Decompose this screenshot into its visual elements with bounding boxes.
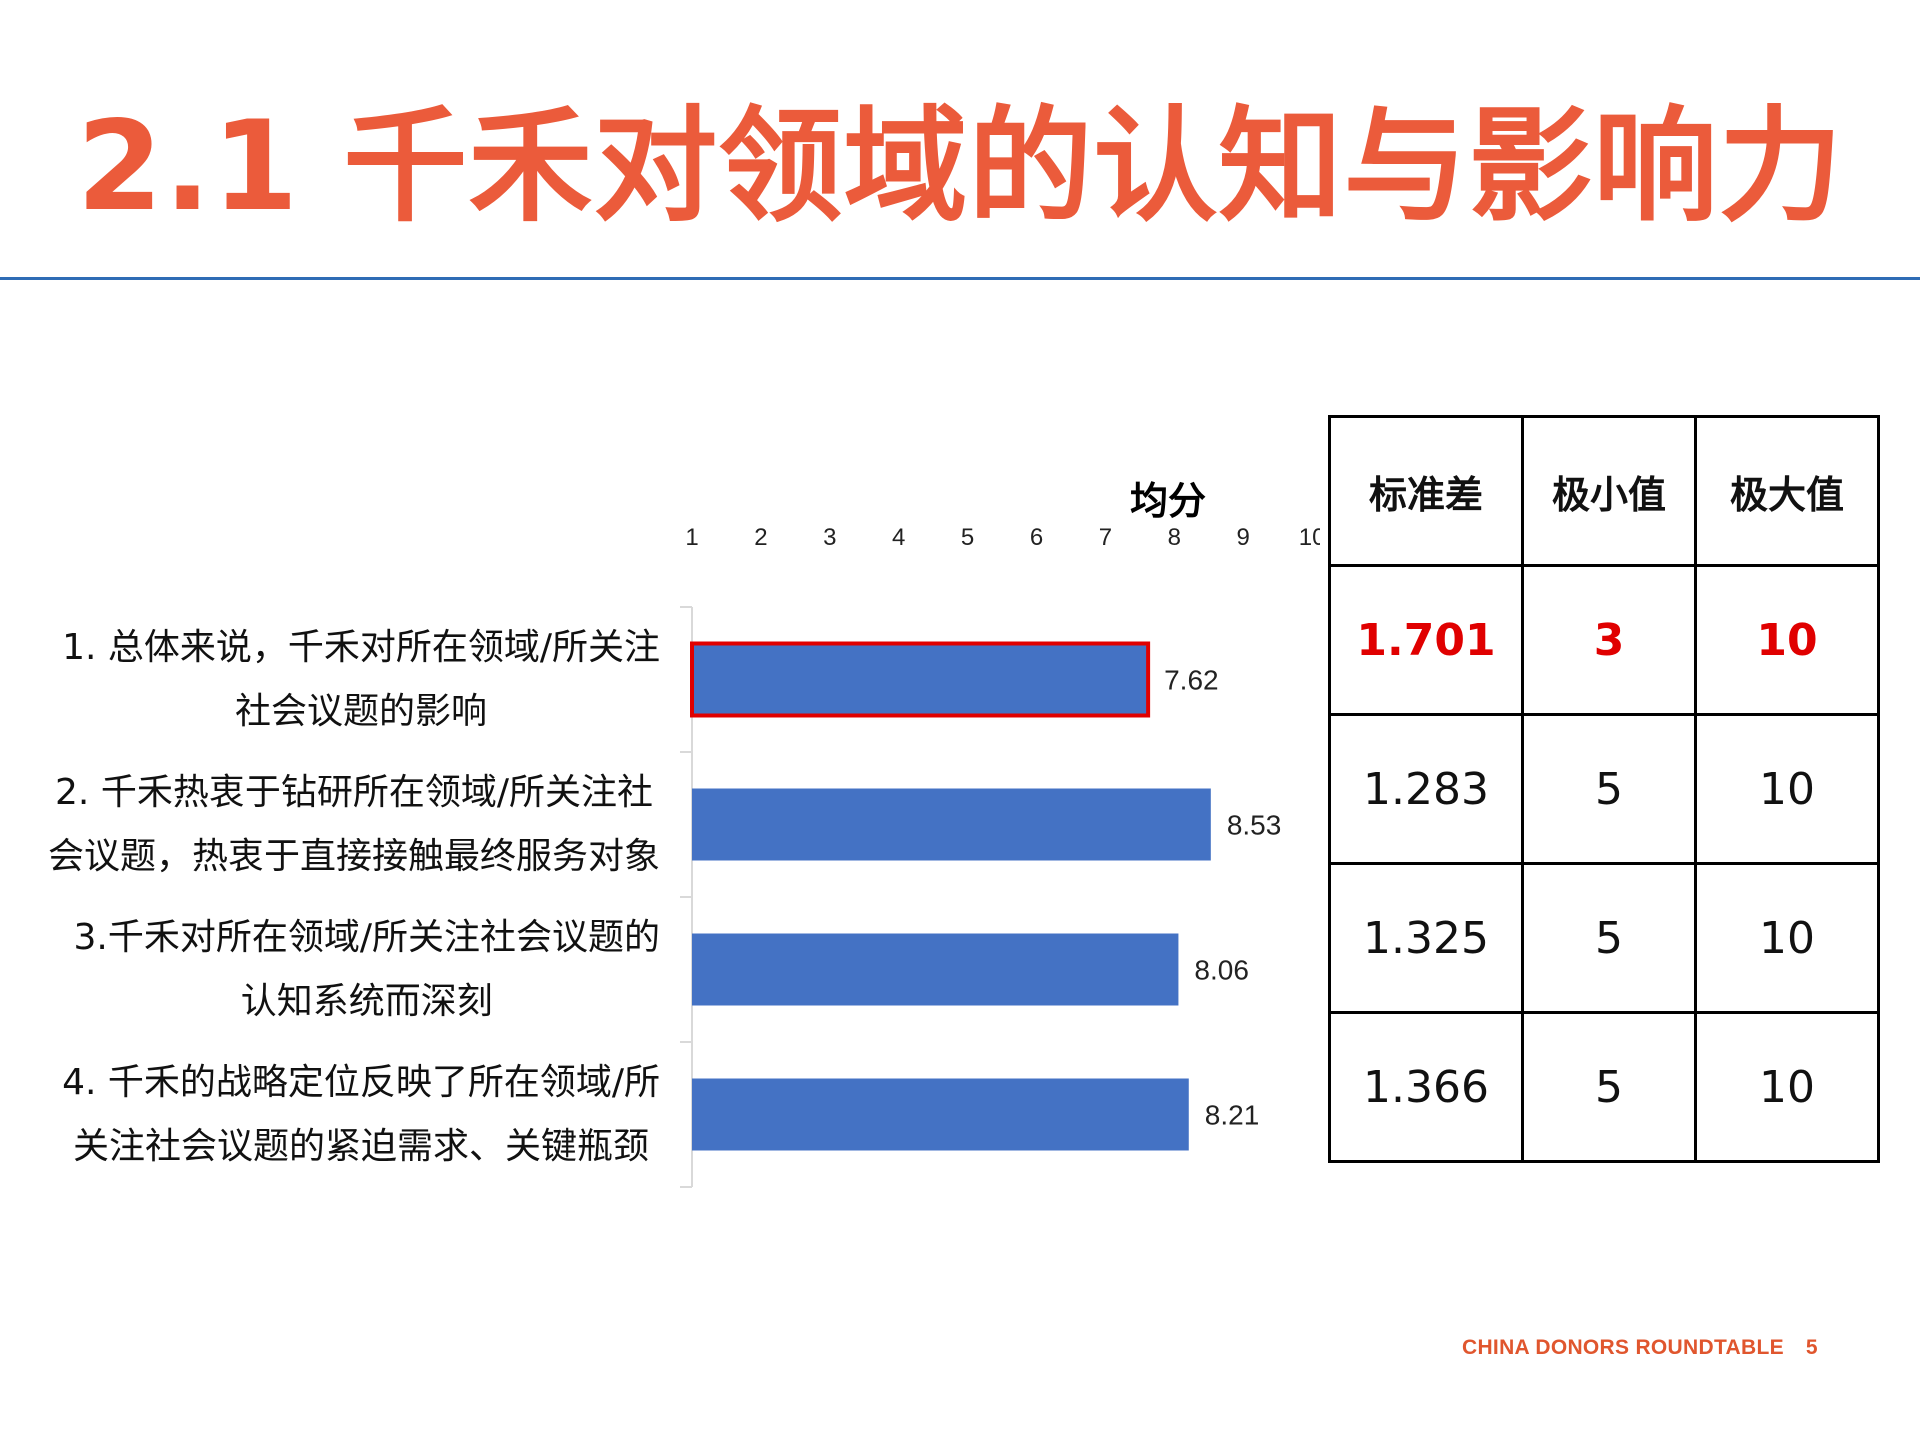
min-value: 5 <box>1521 862 1697 1014</box>
max-value: 10 <box>1694 564 1880 716</box>
x-tick-label: 5 <box>961 524 974 551</box>
category-label: 3.千禾对所在领域/所关注社会议题的 认知系统而深刻 <box>74 906 660 1034</box>
stats-row: 1.325 5 10 <box>1328 862 1880 1014</box>
min-value: 5 <box>1521 713 1697 865</box>
x-tick-label: 6 <box>1030 524 1043 551</box>
x-tick-label: 9 <box>1237 524 1250 551</box>
min-value: 3 <box>1521 564 1697 716</box>
slide-title: 2.1 千禾对领域的认知与影响力 <box>76 95 1844 239</box>
category-label-line: 1. 总体来说，千禾对所在领域/所关注 <box>62 626 660 668</box>
min-value: 5 <box>1521 1011 1697 1163</box>
footer: CHINA DONORS ROUNDTABLE 5 <box>1462 1336 1818 1360</box>
stats-row: 1.701 3 10 <box>1328 564 1880 716</box>
category-label: 2. 千禾热衷于钻研所在领域/所关注社 会议题，热衷于直接接触最终服务对象 <box>48 761 660 889</box>
bar-value-label: 7.62 <box>1164 665 1219 696</box>
x-tick-label: 4 <box>892 524 905 551</box>
stats-table: 标准差 极小值 极大值 1.701 3 10 1.283 5 10 1.325 … <box>1328 415 1880 1163</box>
category-label-line: 认知系统而深刻 <box>240 980 493 1022</box>
max-value: 10 <box>1694 862 1880 1014</box>
category-label-line: 3.千禾对所在领域/所关注社会议题的 <box>73 916 660 958</box>
title-divider <box>0 277 1920 280</box>
header-min: 极小值 <box>1521 415 1697 567</box>
header-max: 极大值 <box>1694 415 1880 567</box>
category-label-line: 社会议题的影响 <box>235 690 488 732</box>
x-tick-label: 7 <box>1099 524 1112 551</box>
page-number: 5 <box>1805 1336 1818 1359</box>
bar <box>692 788 1211 861</box>
std-value: 1.325 <box>1328 862 1524 1014</box>
stats-row: 1.366 5 10 <box>1328 1011 1880 1163</box>
x-tick-label: 3 <box>823 524 836 551</box>
std-value: 1.701 <box>1328 564 1524 716</box>
category-label-line: 2. 千禾热衷于钻研所在领域/所关注社 <box>55 771 653 813</box>
header-std: 标准差 <box>1328 415 1524 567</box>
x-tick-label: 2 <box>754 524 767 551</box>
bar-value-label: 8.21 <box>1205 1100 1260 1131</box>
category-label-line: 会议题，热衷于直接接触最终服务对象 <box>47 835 660 877</box>
bar <box>692 933 1179 1006</box>
stats-header-row: 标准差 极小值 极大值 <box>1328 415 1880 567</box>
max-value: 10 <box>1694 1011 1880 1163</box>
category-label: 1. 总体来说，千禾对所在领域/所关注 社会议题的影响 <box>62 616 660 744</box>
category-label-line: 4. 千禾的战略定位反映了所在领域/所 <box>62 1061 660 1103</box>
std-value: 1.366 <box>1328 1011 1524 1163</box>
footer-brand: CHINA DONORS ROUNDTABLE <box>1462 1336 1784 1359</box>
stats-row: 1.283 5 10 <box>1328 713 1880 865</box>
bar-value-label: 8.53 <box>1227 810 1282 841</box>
category-label-line: 关注社会议题的紧迫需求、关键瓶颈 <box>73 1125 650 1167</box>
std-value: 1.283 <box>1328 713 1524 865</box>
category-label: 4. 千禾的战略定位反映了所在领域/所 关注社会议题的紧迫需求、关键瓶颈 <box>62 1051 660 1179</box>
x-tick-label: 1 <box>685 524 698 551</box>
chart-title: 均分 <box>1130 479 1207 523</box>
max-value: 10 <box>1694 713 1880 865</box>
bar-chart: 1 2 3 4 5 6 7 8 9 10 7.62 8.53 8.06 8.21 <box>680 524 1320 1188</box>
bar-value-label: 8.06 <box>1194 955 1249 986</box>
x-tick-label: 8 <box>1168 524 1181 551</box>
bar <box>692 1078 1189 1151</box>
bar <box>690 641 1151 718</box>
x-tick-label: 10 <box>1299 524 1320 551</box>
